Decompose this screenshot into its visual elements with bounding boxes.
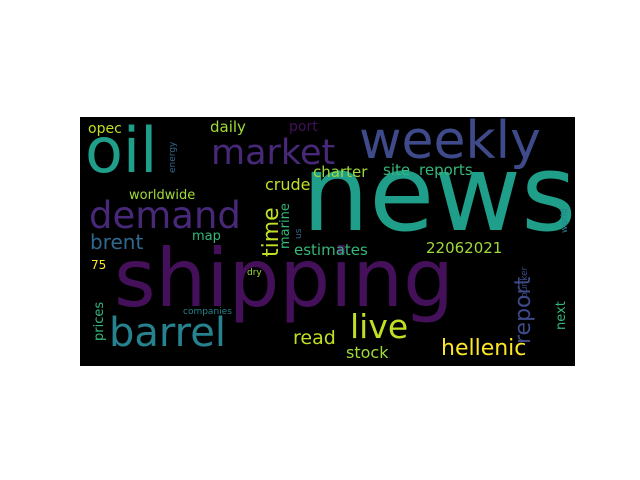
word-charter: charter bbox=[313, 163, 368, 181]
word-opec: opec bbox=[88, 121, 122, 137]
word-live: live bbox=[350, 307, 409, 346]
word-map: map bbox=[192, 229, 221, 244]
word-marine: marine bbox=[278, 203, 293, 249]
word-daily: daily bbox=[210, 118, 246, 136]
word-world: world bbox=[560, 208, 570, 233]
word-reports: reports bbox=[419, 161, 473, 179]
word-prices: prices bbox=[92, 301, 107, 341]
word-barrel: barrel bbox=[109, 310, 226, 356]
word-oil: oil bbox=[85, 117, 158, 187]
word-companies: companies bbox=[183, 307, 232, 317]
word-dry: dry bbox=[247, 268, 262, 278]
word-estimates: estimates bbox=[294, 241, 368, 259]
word-demand: demand bbox=[89, 194, 241, 237]
word-read: read bbox=[293, 327, 336, 349]
word-news: news bbox=[302, 132, 575, 255]
word-75: 75 bbox=[91, 258, 107, 272]
word-port: port bbox=[289, 119, 318, 135]
word-next: next bbox=[554, 301, 569, 330]
word-weekly: weekly bbox=[359, 117, 541, 171]
word-shipping: shipping bbox=[114, 232, 454, 325]
word-market: market bbox=[211, 133, 336, 173]
word-hellenic: hellenic bbox=[441, 336, 527, 361]
word-energy: energy bbox=[168, 141, 178, 173]
word-22062021: 22062021 bbox=[426, 239, 503, 257]
word-bunker: bunker bbox=[520, 266, 530, 298]
word-stock: stock bbox=[346, 343, 389, 362]
word-cloud: news shipping oil weekly market demand b… bbox=[80, 117, 575, 366]
word-worldwide: worldwide bbox=[129, 188, 196, 203]
word-site: site bbox=[383, 161, 411, 179]
word-brent: brent bbox=[90, 230, 144, 254]
word-crude: crude bbox=[265, 175, 311, 194]
word-us: us bbox=[294, 228, 304, 239]
